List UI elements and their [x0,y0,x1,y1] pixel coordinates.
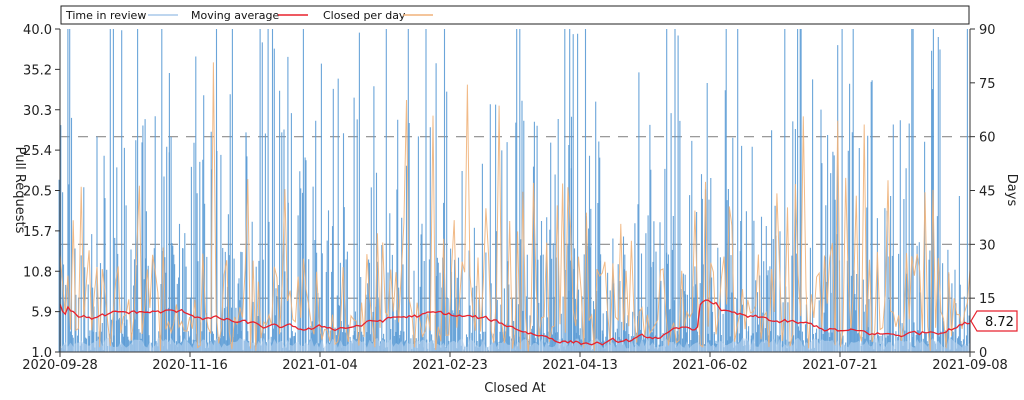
y-left-tick-label: 30.3 [23,104,52,119]
x-tick-label: 2021-04-13 [542,358,618,373]
y-axis-right-title: Days [1004,174,1019,207]
y-right-tick-label: 60 [979,131,996,146]
x-tick-label: 2021-07-21 [802,358,878,373]
x-tick-label: 2021-06-02 [672,358,748,373]
x-axis-title: Closed At [484,381,546,396]
y-right-tick-label: 75 [979,77,996,92]
x-tick-label: 2020-09-28 [22,358,98,373]
legend-label-moving-average: Moving average [191,9,280,22]
y-left-tick-label: 10.8 [23,265,52,280]
series-time-in-review [58,29,971,352]
y-left-tick-label: 5.9 [31,306,52,321]
y-right-tick-label: 45 [979,185,996,200]
x-axis-ticks: 2020-09-28 2020-11-16 2021-01-04 2021-02-23… [22,352,1008,373]
time-in-review-area [60,337,970,352]
legend-label-closed-per-day: Closed per day [323,9,406,22]
y-left-tick-label: 35.2 [23,63,52,78]
x-tick-label: 2021-02-23 [412,358,488,373]
y-axis-left-title: Pull Requests [12,147,27,234]
y-axis-left-ticks: 40.0 35.2 30.3 25.4 20.5 15.7 10.8 5.9 1.0 [23,23,60,361]
legend-label-time-in-review: Time in review [65,9,146,22]
y-left-tick-label: 20.5 [23,185,52,200]
y-right-tick-label: 15 [979,292,996,307]
x-tick-label: 2021-01-04 [282,358,358,373]
y-left-tick-label: 15.7 [23,225,52,240]
current-value-label: 8.72 [985,315,1014,330]
legend: Time in review Moving average Closed per… [60,5,970,25]
y-left-tick-label: 40.0 [23,23,52,38]
legend-box [60,5,970,25]
moving-average-line [59,299,971,346]
x-tick-label: 2020-11-16 [152,358,228,373]
x-tick-label: 2021-09-08 [932,358,1008,373]
y-right-tick-label: 0 [979,346,987,361]
y-left-tick-label: 25.4 [23,144,52,159]
current-value-badge-box [970,310,1018,332]
y-left-tick-label: 1.0 [31,346,52,361]
series-closed-per-day [59,62,971,352]
series-moving-average [59,299,971,346]
y-right-tick-label: 30 [979,238,996,253]
current-value-badge: 8.72 [970,310,1018,332]
y-axis-right-ticks: 90 75 60 45 30 15 0 [970,23,996,361]
y-right-tick-label: 90 [979,23,996,38]
closed-per-day-line [59,62,971,352]
